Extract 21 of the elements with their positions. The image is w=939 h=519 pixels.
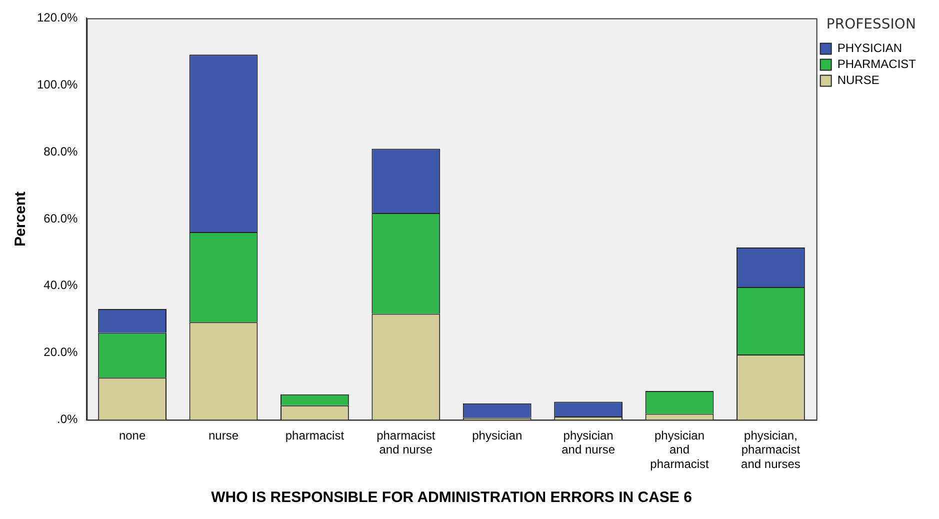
x-tick-label: physician and pharmacist xyxy=(650,428,710,472)
legend-label: PHARMACIST xyxy=(837,57,917,72)
x-tick-label: physician and nurse xyxy=(562,428,616,457)
legend-label: PHYSICIAN xyxy=(837,41,902,56)
y-tick-label: 100.0% xyxy=(36,77,78,92)
x-tick-label: none xyxy=(118,428,146,442)
x-tick-label: nurse xyxy=(208,428,239,442)
y-tick-label: .0% xyxy=(57,412,78,426)
x-tick-label: physician xyxy=(472,428,522,442)
y-tick-label: 80.0% xyxy=(44,144,78,158)
y-tick-label: 40.0% xyxy=(44,278,78,292)
y-tick-label: 60.0% xyxy=(44,211,78,226)
y-axis-title: Percent xyxy=(12,191,30,247)
x-tick-label: physician, pharmacist and nurses xyxy=(741,428,801,472)
x-tick-label: pharmacist xyxy=(285,428,345,442)
y-tick-label: 120.0% xyxy=(36,10,78,25)
x-tick-label: pharmacist and nurse xyxy=(376,428,436,457)
y-tick-label: 20.0% xyxy=(44,345,78,360)
x-axis-title: WHO IS RESPONSIBLE FOR ADMINISTRATION ERRORS IN CASE 6 xyxy=(211,489,692,506)
legend-title: PROFESSION xyxy=(826,16,916,33)
legend-label: NURSE xyxy=(837,73,880,88)
